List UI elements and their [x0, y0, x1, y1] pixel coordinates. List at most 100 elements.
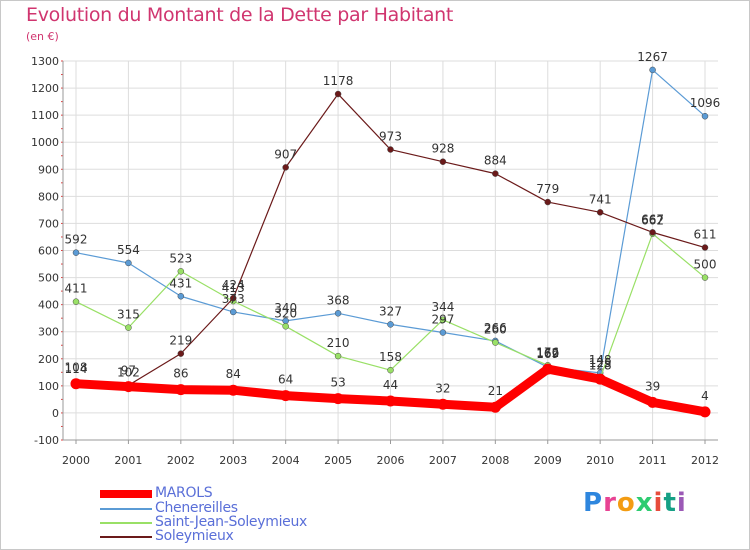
- unit-label: (en €): [26, 30, 59, 43]
- point-marols: [542, 363, 554, 375]
- point-marols: [70, 378, 82, 390]
- grid: [63, 60, 718, 441]
- point-soleymieux: [492, 170, 499, 177]
- logo-letter: i: [676, 488, 687, 518]
- data-label-saint-jean-soleymieux: 523: [169, 251, 192, 265]
- y-tick-label: 600: [38, 245, 59, 258]
- point-saint-jean-soleymieux: [282, 323, 289, 330]
- point-soleymieux: [649, 229, 656, 236]
- data-label-soleymieux: 667: [641, 212, 664, 226]
- data-label-chenereilles: 266: [484, 321, 507, 335]
- y-tick-label: -100: [34, 434, 59, 447]
- data-label-marols: 125: [589, 356, 612, 370]
- data-labels: 592 554 431 373 340 368 327 297 266 169 148 1267 109…: [65, 50, 721, 403]
- point-chenereilles: [177, 293, 185, 300]
- y-tick-label: 1300: [31, 55, 59, 68]
- y-tick-label: 1100: [31, 109, 59, 122]
- data-label-chenereilles: 431: [169, 276, 192, 290]
- data-label-chenereilles: 1096: [690, 96, 721, 110]
- y-tick-label: 900: [38, 163, 59, 176]
- data-label-soleymieux: 219: [169, 334, 192, 348]
- x-tick-label: 2004: [272, 454, 300, 467]
- x-tick-label: 2011: [639, 454, 667, 467]
- point-chenereilles: [439, 329, 447, 336]
- point-marols: [647, 396, 659, 408]
- y-tick-label: 800: [38, 190, 59, 203]
- x-tick-label: 2005: [324, 454, 352, 467]
- point-soleymieux: [387, 146, 394, 153]
- data-label-saint-jean-soleymieux: 411: [65, 282, 88, 296]
- data-label-saint-jean-soleymieux: 128: [589, 358, 612, 372]
- x-tick-label: 2008: [481, 454, 509, 467]
- data-label-marols: 108: [65, 361, 88, 375]
- y-tick-label: 200: [38, 353, 59, 366]
- data-label-saint-jean-soleymieux: 413: [222, 281, 245, 295]
- point-marols: [489, 401, 501, 413]
- point-marols: [332, 393, 344, 405]
- data-label-chenereilles: 169: [536, 347, 559, 361]
- point-soleymieux: [439, 158, 447, 165]
- logo-letter: r: [603, 488, 617, 518]
- point-soleymieux: [230, 294, 237, 302]
- logo-letter: o: [616, 488, 636, 518]
- legend-label: MAROLS: [155, 485, 213, 501]
- data-label-chenereilles: 368: [327, 293, 350, 307]
- point-marols: [280, 390, 292, 402]
- legend-swatch: [100, 490, 152, 498]
- data-label-marols: 86: [173, 367, 188, 381]
- point-chenereilles: [72, 249, 80, 256]
- point-saint-jean-soleymieux: [334, 352, 342, 360]
- data-label-chenereilles: 327: [379, 304, 402, 318]
- point-saint-jean-soleymieux: [177, 268, 185, 275]
- series: [70, 66, 711, 418]
- data-label-chenereilles: 373: [222, 292, 245, 306]
- point-marols: [437, 398, 449, 410]
- legend-swatch: [100, 536, 152, 538]
- data-label-saint-jean-soleymieux: 320: [274, 306, 297, 320]
- data-label-soleymieux: 424: [222, 278, 245, 292]
- y-tick-label: 300: [38, 326, 59, 339]
- logo-letter: x: [635, 488, 654, 518]
- x-tick-label: 2002: [167, 454, 195, 467]
- point-chenereilles: [701, 112, 709, 120]
- legend-label: Saint-Jean-Soleymieux: [155, 514, 308, 530]
- data-label-saint-jean-soleymieux: 344: [431, 300, 454, 314]
- x-tick-label: 2012: [691, 454, 719, 467]
- y-tick-label: 500: [38, 272, 59, 285]
- point-soleymieux: [544, 198, 551, 206]
- data-label-marols: 84: [226, 367, 241, 381]
- data-label-marols: 64: [278, 373, 293, 387]
- data-label-marols: 32: [435, 381, 450, 395]
- y-tick-label: 400: [38, 299, 59, 312]
- data-label-soleymieux: 973: [379, 130, 402, 144]
- legend-label: Chenereilles: [155, 500, 238, 516]
- data-label-soleymieux: 884: [484, 154, 507, 168]
- data-label-saint-jean-soleymieux: 158: [379, 350, 402, 364]
- point-soleymieux: [596, 209, 604, 216]
- point-marols: [122, 381, 134, 393]
- data-label-marols: 97: [121, 364, 136, 378]
- data-label-marols: 39: [645, 379, 660, 393]
- data-label-soleymieux: 779: [536, 182, 559, 196]
- point-marols: [699, 406, 711, 418]
- data-label-marols: 4: [701, 389, 709, 403]
- point-saint-jean-soleymieux: [701, 274, 709, 281]
- data-label-marols: 21: [488, 384, 503, 398]
- logo-letter: t: [663, 488, 677, 518]
- data-label-chenereilles: 297: [431, 313, 454, 327]
- point-soleymieux: [334, 90, 342, 98]
- point-saint-jean-soleymieux: [492, 339, 499, 346]
- point-saint-jean-soleymieux: [72, 298, 80, 305]
- logo-letter: P: [583, 488, 604, 518]
- point-chenereilles: [649, 66, 656, 74]
- data-label-saint-jean-soleymieux: 500: [694, 258, 717, 272]
- data-label-saint-jean-soleymieux: 315: [117, 308, 140, 322]
- x-tick-label: 2007: [429, 454, 457, 467]
- point-chenereilles: [230, 308, 237, 316]
- x-tick-label: 2001: [114, 454, 142, 467]
- data-label-marols: 53: [330, 376, 345, 390]
- axes: -100 0 100 200 300 400 500 600 700 800 900 1000 1100…: [31, 55, 719, 467]
- point-saint-jean-soleymieux: [387, 366, 394, 374]
- x-tick-label: 2009: [534, 454, 562, 467]
